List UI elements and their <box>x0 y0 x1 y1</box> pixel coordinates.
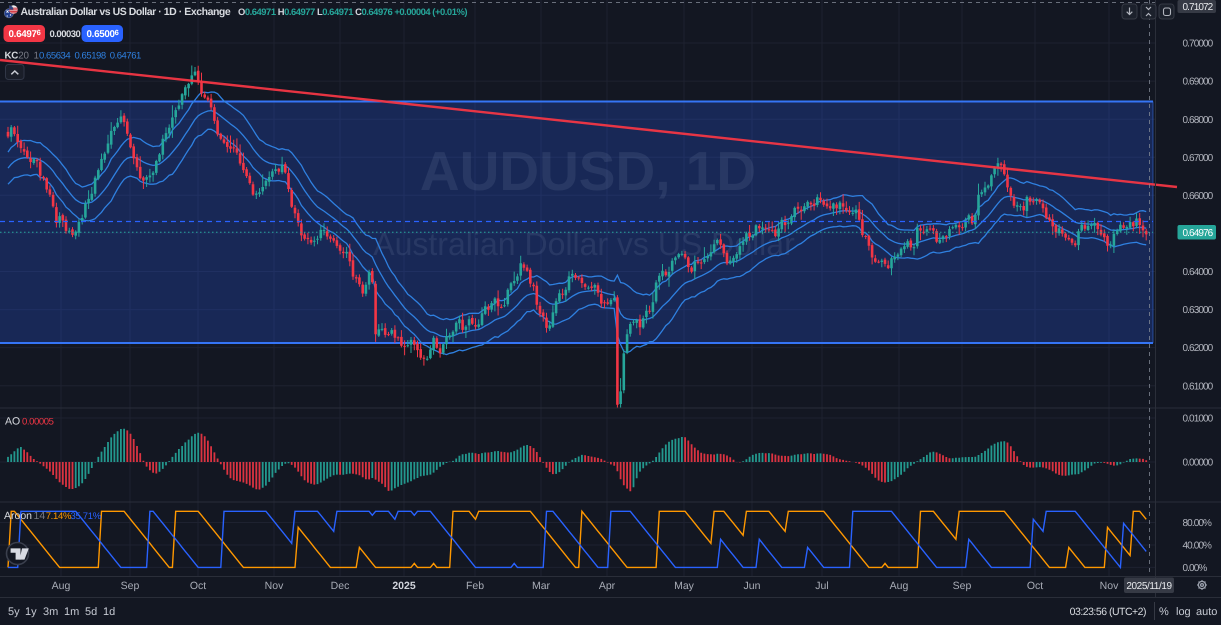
svg-text:1d: 1d <box>103 606 115 618</box>
svg-text:0.00000: 0.00000 <box>1183 458 1214 469</box>
svg-text:Aug: Aug <box>52 580 71 592</box>
svg-text:May: May <box>674 580 695 592</box>
svg-text:0.70000: 0.70000 <box>1183 39 1214 50</box>
svg-text:Oct: Oct <box>190 580 206 592</box>
svg-text:Oct: Oct <box>1027 580 1043 592</box>
svg-text:0.66000: 0.66000 <box>1183 191 1214 202</box>
svg-text:80.00%: 80.00% <box>1183 518 1213 529</box>
svg-text:Nov: Nov <box>1100 580 1119 592</box>
svg-text:0.62000: 0.62000 <box>1183 343 1214 354</box>
svg-text:auto: auto <box>1196 606 1217 618</box>
svg-text:O0.64971 H0.64977 L0.64971 C0.: O0.64971 H0.64977 L0.64971 C0.64976 +0.0… <box>238 6 467 17</box>
svg-text:Mar: Mar <box>532 580 551 592</box>
svg-text:Jun: Jun <box>744 580 761 592</box>
svg-text:1y: 1y <box>25 606 37 618</box>
svg-text:0.65634: 0.65634 <box>39 51 70 62</box>
svg-text:KC: KC <box>5 51 19 62</box>
svg-text:Apr: Apr <box>599 580 616 592</box>
svg-text:20 1: 20 1 <box>18 51 38 62</box>
svg-text:0.00005: 0.00005 <box>22 417 54 428</box>
svg-text:0.68000: 0.68000 <box>1183 115 1214 126</box>
svg-text:2025: 2025 <box>392 580 416 592</box>
svg-text:0.01000: 0.01000 <box>1183 414 1214 425</box>
svg-text:1m: 1m <box>64 606 79 618</box>
svg-text:Australian Dollar vs US Dollar: Australian Dollar vs US Dollar · 1D · Ex… <box>21 6 231 18</box>
svg-text:Jul: Jul <box>815 580 828 592</box>
svg-text:0.64000: 0.64000 <box>1183 267 1214 278</box>
svg-text:AO: AO <box>5 416 20 428</box>
svg-text:log: log <box>1176 606 1191 618</box>
svg-text:AUDUSD, 1D: AUDUSD, 1D <box>420 140 756 202</box>
svg-text:14: 14 <box>34 510 46 522</box>
svg-text:0.00030: 0.00030 <box>50 29 81 40</box>
svg-text:0.00%: 0.00% <box>1183 563 1208 574</box>
svg-text:0.64976: 0.64976 <box>9 28 41 40</box>
svg-text:2025/11/19: 2025/11/19 <box>1126 581 1172 592</box>
svg-text:7.14%: 7.14% <box>46 511 72 522</box>
svg-text:Sep: Sep <box>121 580 140 592</box>
svg-text:35.71%: 35.71% <box>71 511 102 522</box>
svg-text:0.63000: 0.63000 <box>1183 305 1214 316</box>
svg-text:5d: 5d <box>85 606 97 618</box>
svg-text:0.71072: 0.71072 <box>1183 2 1214 13</box>
svg-text:0.61000: 0.61000 <box>1183 381 1214 392</box>
svg-text:5y: 5y <box>8 606 20 618</box>
svg-text:3m: 3m <box>43 606 58 618</box>
svg-text:%: % <box>1159 606 1169 618</box>
svg-text:0.65006: 0.65006 <box>87 28 119 40</box>
svg-text:Aroon: Aroon <box>4 510 32 522</box>
svg-text:Sep: Sep <box>953 580 972 592</box>
svg-text:Feb: Feb <box>466 580 484 592</box>
svg-text:0.67000: 0.67000 <box>1183 153 1214 164</box>
svg-text:0.64761: 0.64761 <box>110 51 141 62</box>
svg-text:0.69000: 0.69000 <box>1183 77 1214 88</box>
svg-text:40.00%: 40.00% <box>1183 541 1213 552</box>
svg-text:Aug: Aug <box>890 580 909 592</box>
svg-text:Nov: Nov <box>265 580 284 592</box>
svg-text:Dec: Dec <box>331 580 350 592</box>
svg-text:0.64976: 0.64976 <box>1183 228 1214 239</box>
svg-text:03:23:56 (UTC+2): 03:23:56 (UTC+2) <box>1070 606 1146 618</box>
svg-text:Australian Dollar vs US Dollar: Australian Dollar vs US Dollar <box>373 226 795 262</box>
svg-text:0.65198: 0.65198 <box>75 51 106 62</box>
